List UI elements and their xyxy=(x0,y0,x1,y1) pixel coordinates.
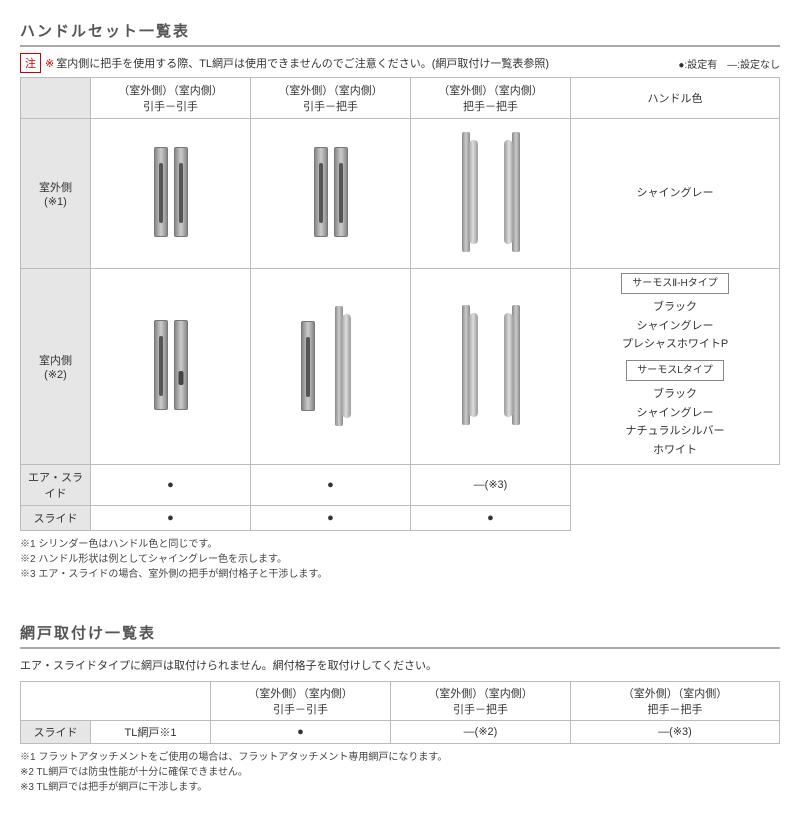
handle-table: （室外側）（室内側） 引手－引手 （室外側）（室内側） 引手－把手 （室外側）（… xyxy=(20,77,780,531)
h-col3-bot: 把手－把手 xyxy=(417,98,564,114)
outdoor-img-1 xyxy=(154,147,188,237)
h-col2-top: （室外側）（室内側） xyxy=(257,82,404,98)
color-outdoor: シャイングレー xyxy=(571,119,780,269)
type1-label: サーモスⅡ-Hタイプ xyxy=(621,273,728,294)
air-c2: ● xyxy=(251,464,411,505)
handle-notes: ※1 シリンダー色はハンドル色と同じです。 ※2 ハンドル形状は例としてシャイン… xyxy=(20,537,780,582)
screen-text: エア・スライドタイプに網戸は取付けられません。網付格子を取付けしてください。 xyxy=(20,657,780,673)
row-air: エア・スライド xyxy=(21,464,91,505)
hn1: ※2 ハンドル形状は例としてシャイングレー色を示します。 xyxy=(20,552,780,567)
s-c1: ● xyxy=(211,720,391,743)
outdoor-img-2 xyxy=(314,147,348,237)
slide-c2: ● xyxy=(251,505,411,530)
row-indoor: 室内側 (※2) xyxy=(21,269,91,465)
s-row-label: スライド xyxy=(21,720,91,743)
warn-box: 注 xyxy=(20,53,41,73)
legend: ●:設定有 ―:設定なし xyxy=(678,56,780,71)
t1c2: プレシャスホワイトP xyxy=(622,338,728,350)
h-col1-bot: 引手－引手 xyxy=(97,98,244,114)
indoor-img-2 xyxy=(301,306,361,426)
s-col2-bot: 引手－把手 xyxy=(397,701,564,717)
type2-label: サーモスLタイプ xyxy=(626,360,724,381)
s-col3-bot: 把手－把手 xyxy=(577,701,773,717)
indoor-img-1 xyxy=(154,320,188,410)
air-c3: ―(※3) xyxy=(411,464,571,505)
h-col4: ハンドル色 xyxy=(571,78,780,119)
s-col2-top: （室外側）（室内側） xyxy=(397,685,564,701)
warn-star: ※ xyxy=(45,57,54,70)
slide-c3: ● xyxy=(411,505,571,530)
row-outdoor: 室外側 (※1) xyxy=(21,119,91,269)
air-c1: ● xyxy=(91,464,251,505)
t1c0: ブラック xyxy=(653,301,697,313)
indoor-img-3 xyxy=(448,305,534,425)
h-col3-top: （室外側）（室内側） xyxy=(417,82,564,98)
hn2: ※3 エア・スライドの場合、室外側の把手が網付格子と干渉します。 xyxy=(20,567,780,582)
h-col1-top: （室外側）（室内側） xyxy=(97,82,244,98)
t2c0: ブラック xyxy=(653,388,697,400)
screen-notes: ※1 フラットアタッチメントをご使用の場合は、フラットアタッチメント専用網戸にな… xyxy=(20,750,780,795)
s-c3: ―(※3) xyxy=(571,720,780,743)
warning-row: 注 ※ 室内側に把手を使用する際、TL網戸は使用できませんのでご注意ください。(… xyxy=(20,53,780,73)
s-col3-top: （室外側）（室内側） xyxy=(577,685,773,701)
s-tl-label: TL網戸※1 xyxy=(91,720,211,743)
t2c2: ナチュラルシルバー xyxy=(626,425,725,437)
warn-text: 室内側に把手を使用する際、TL網戸は使用できませんのでご注意ください。(網戸取付… xyxy=(56,55,549,71)
screen-table: （室外側）（室内側） 引手－引手 （室外側）（室内側） 引手－把手 （室外側）（… xyxy=(20,681,780,744)
sn2: ※3 TL網戸では把手が網戸に干渉します。 xyxy=(20,780,780,795)
t2c3: ホワイト xyxy=(653,444,697,456)
s-col1-top: （室外側）（室内側） xyxy=(217,685,384,701)
s-c2: ―(※2) xyxy=(391,720,571,743)
t2c1: シャイングレー xyxy=(637,407,714,419)
hn0: ※1 シリンダー色はハンドル色と同じです。 xyxy=(20,537,780,552)
row-slide: スライド xyxy=(21,505,91,530)
t1c1: シャイングレー xyxy=(637,320,714,332)
h-col2-bot: 引手－把手 xyxy=(257,98,404,114)
handle-title: ハンドルセット一覧表 xyxy=(20,20,780,47)
sn1: ※2 TL網戸では防虫性能が十分に確保できません。 xyxy=(20,765,780,780)
s-col1-bot: 引手－引手 xyxy=(217,701,384,717)
screen-title: 網戸取付け一覧表 xyxy=(20,622,780,649)
slide-c1: ● xyxy=(91,505,251,530)
outdoor-img-3 xyxy=(448,132,534,252)
sn0: ※1 フラットアタッチメントをご使用の場合は、フラットアタッチメント専用網戸にな… xyxy=(20,750,780,765)
color-indoor: サーモスⅡ-Hタイプ ブラック シャイングレー プレシャスホワイトP サーモスL… xyxy=(571,269,780,465)
